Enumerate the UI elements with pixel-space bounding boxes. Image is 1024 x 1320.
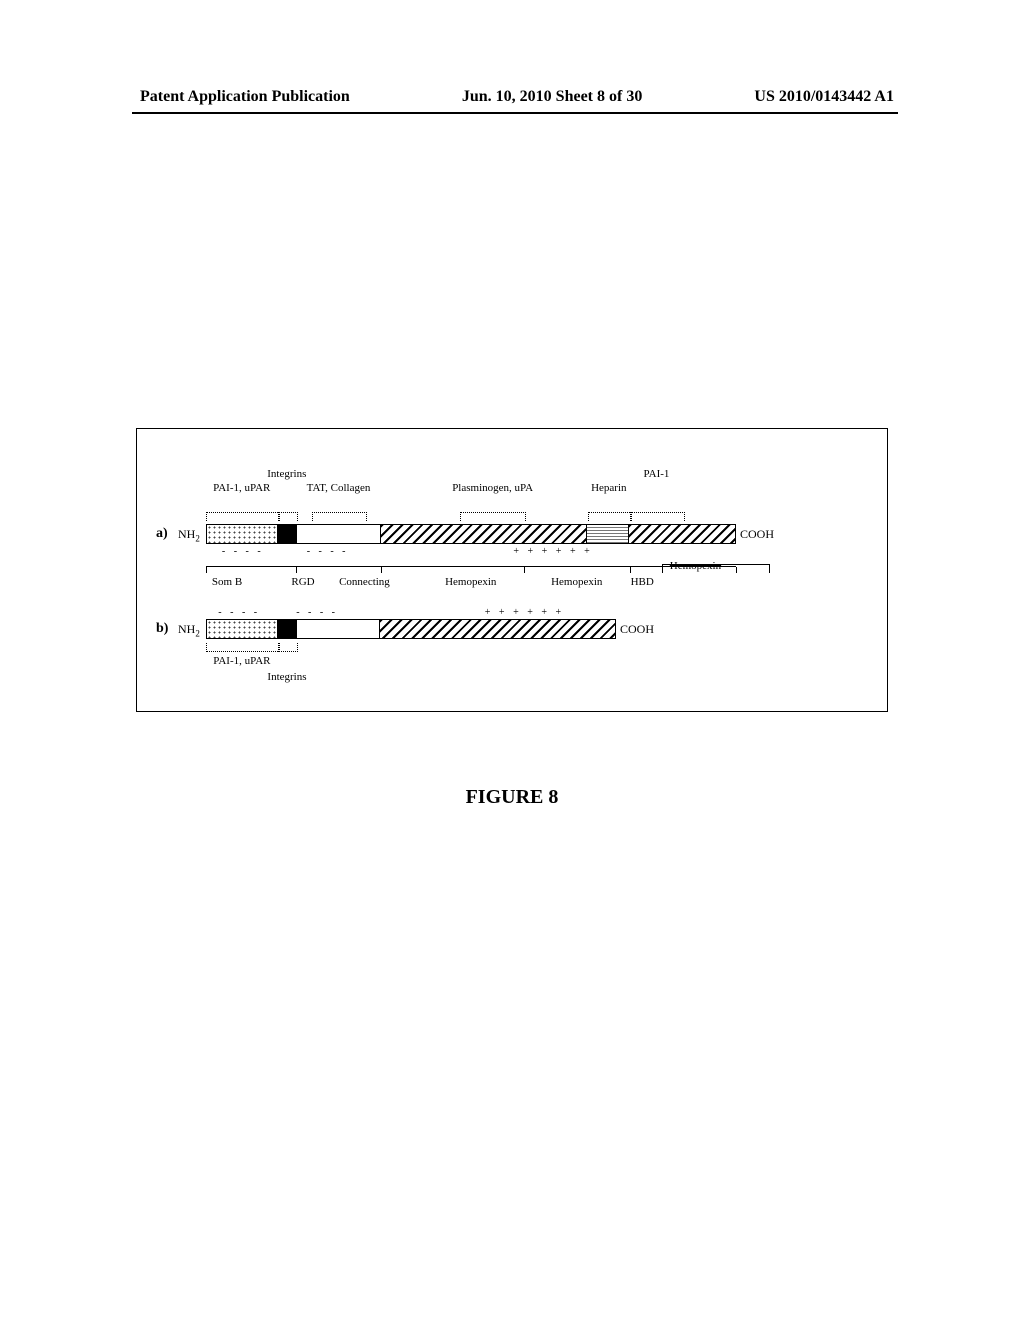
segment-a-5 <box>629 525 735 543</box>
top-bracket-label-a-0: PAI-1, uPAR <box>202 482 282 494</box>
domain-bar-b <box>206 619 616 639</box>
domain-label-5: HBD <box>631 576 654 588</box>
bottom-bracket-label-b-0: PAI-1, uPAR <box>212 655 272 667</box>
neg-marks-b-1: - - - - <box>296 607 338 618</box>
bottom-bracket-b-1 <box>278 643 298 652</box>
domain-tick-1 <box>296 567 297 573</box>
domain-bar-a <box>206 524 736 544</box>
page-header: Patent Application Publication Jun. 10, … <box>0 88 1024 106</box>
figure-caption: FIGURE 8 <box>0 786 1024 809</box>
row-label-b: b) <box>156 621 168 637</box>
top-bracket-label-a-5: PAI-1 <box>617 468 697 480</box>
domain-tick-3 <box>524 567 525 573</box>
domain-tick-0 <box>206 567 207 573</box>
domain-label-3: Hemopexin <box>445 576 496 588</box>
header-right: US 2010/0143442 A1 <box>754 88 894 106</box>
figure-box: a) NH2 COOH PAI-1, uPAR Integrins TAT, Collag… <box>136 428 888 712</box>
top-bracket-label-a-3: Plasminogen, uPA <box>452 482 532 494</box>
segment-a-2 <box>297 525 381 543</box>
segment-b-0 <box>207 620 278 638</box>
top-bracket-label-a-1: Integrins <box>247 468 327 480</box>
cooh-label-a: COOH <box>740 527 774 542</box>
top-bracket-label-a-4: Heparin <box>569 482 649 494</box>
domain-axis <box>206 566 736 573</box>
bottom-bracket-b-0 <box>206 643 280 652</box>
top-bracket-a-4 <box>588 512 632 521</box>
domain-label-4: Hemopexin <box>551 576 602 588</box>
domain-label-1: RGD <box>291 576 314 588</box>
nh2-label-b: NH2 <box>178 622 200 638</box>
top-bracket-a-0 <box>206 512 280 521</box>
domain-tick-4 <box>630 567 631 573</box>
neg-marks-a-0: - - - - <box>222 546 264 557</box>
segment-a-3 <box>381 525 587 543</box>
domain-tick-2 <box>381 567 382 573</box>
header-center: Jun. 10, 2010 Sheet 8 of 30 <box>462 88 642 106</box>
neg-marks-b-0: - - - - <box>218 607 260 618</box>
nh2-label-a: NH2 <box>178 527 200 543</box>
cooh-label-b: COOH <box>620 622 654 637</box>
top-bracket-a-5 <box>630 512 685 521</box>
bottom-bracket-label-b-1: Integrins <box>257 671 317 683</box>
pos-marks-a-0: + + + + + + <box>513 546 592 557</box>
segment-a-4 <box>587 525 629 543</box>
header-rule <box>132 112 898 114</box>
header-left: Patent Application Publication <box>140 88 350 106</box>
top-bracket-label-a-2: TAT, Collagen <box>299 482 379 494</box>
page: Patent Application Publication Jun. 10, … <box>0 0 1024 1320</box>
segment-a-1 <box>278 525 296 543</box>
pos-marks-b-0: + + + + + + <box>485 607 564 618</box>
top-bracket-a-2 <box>312 512 367 521</box>
segment-b-1 <box>278 620 296 638</box>
top-bracket-a-3 <box>460 512 526 521</box>
row-label-a: a) <box>156 526 168 542</box>
neg-marks-a-1: - - - - <box>307 546 349 557</box>
top-bracket-a-1 <box>278 512 299 521</box>
domain-label-2: Connecting <box>339 576 390 588</box>
domain-label-0: Som B <box>212 576 242 588</box>
domain-extra-bracket-label: Hemopexin <box>670 560 721 572</box>
segment-b-3 <box>380 620 615 638</box>
segment-b-2 <box>297 620 381 638</box>
segment-a-0 <box>207 525 278 543</box>
